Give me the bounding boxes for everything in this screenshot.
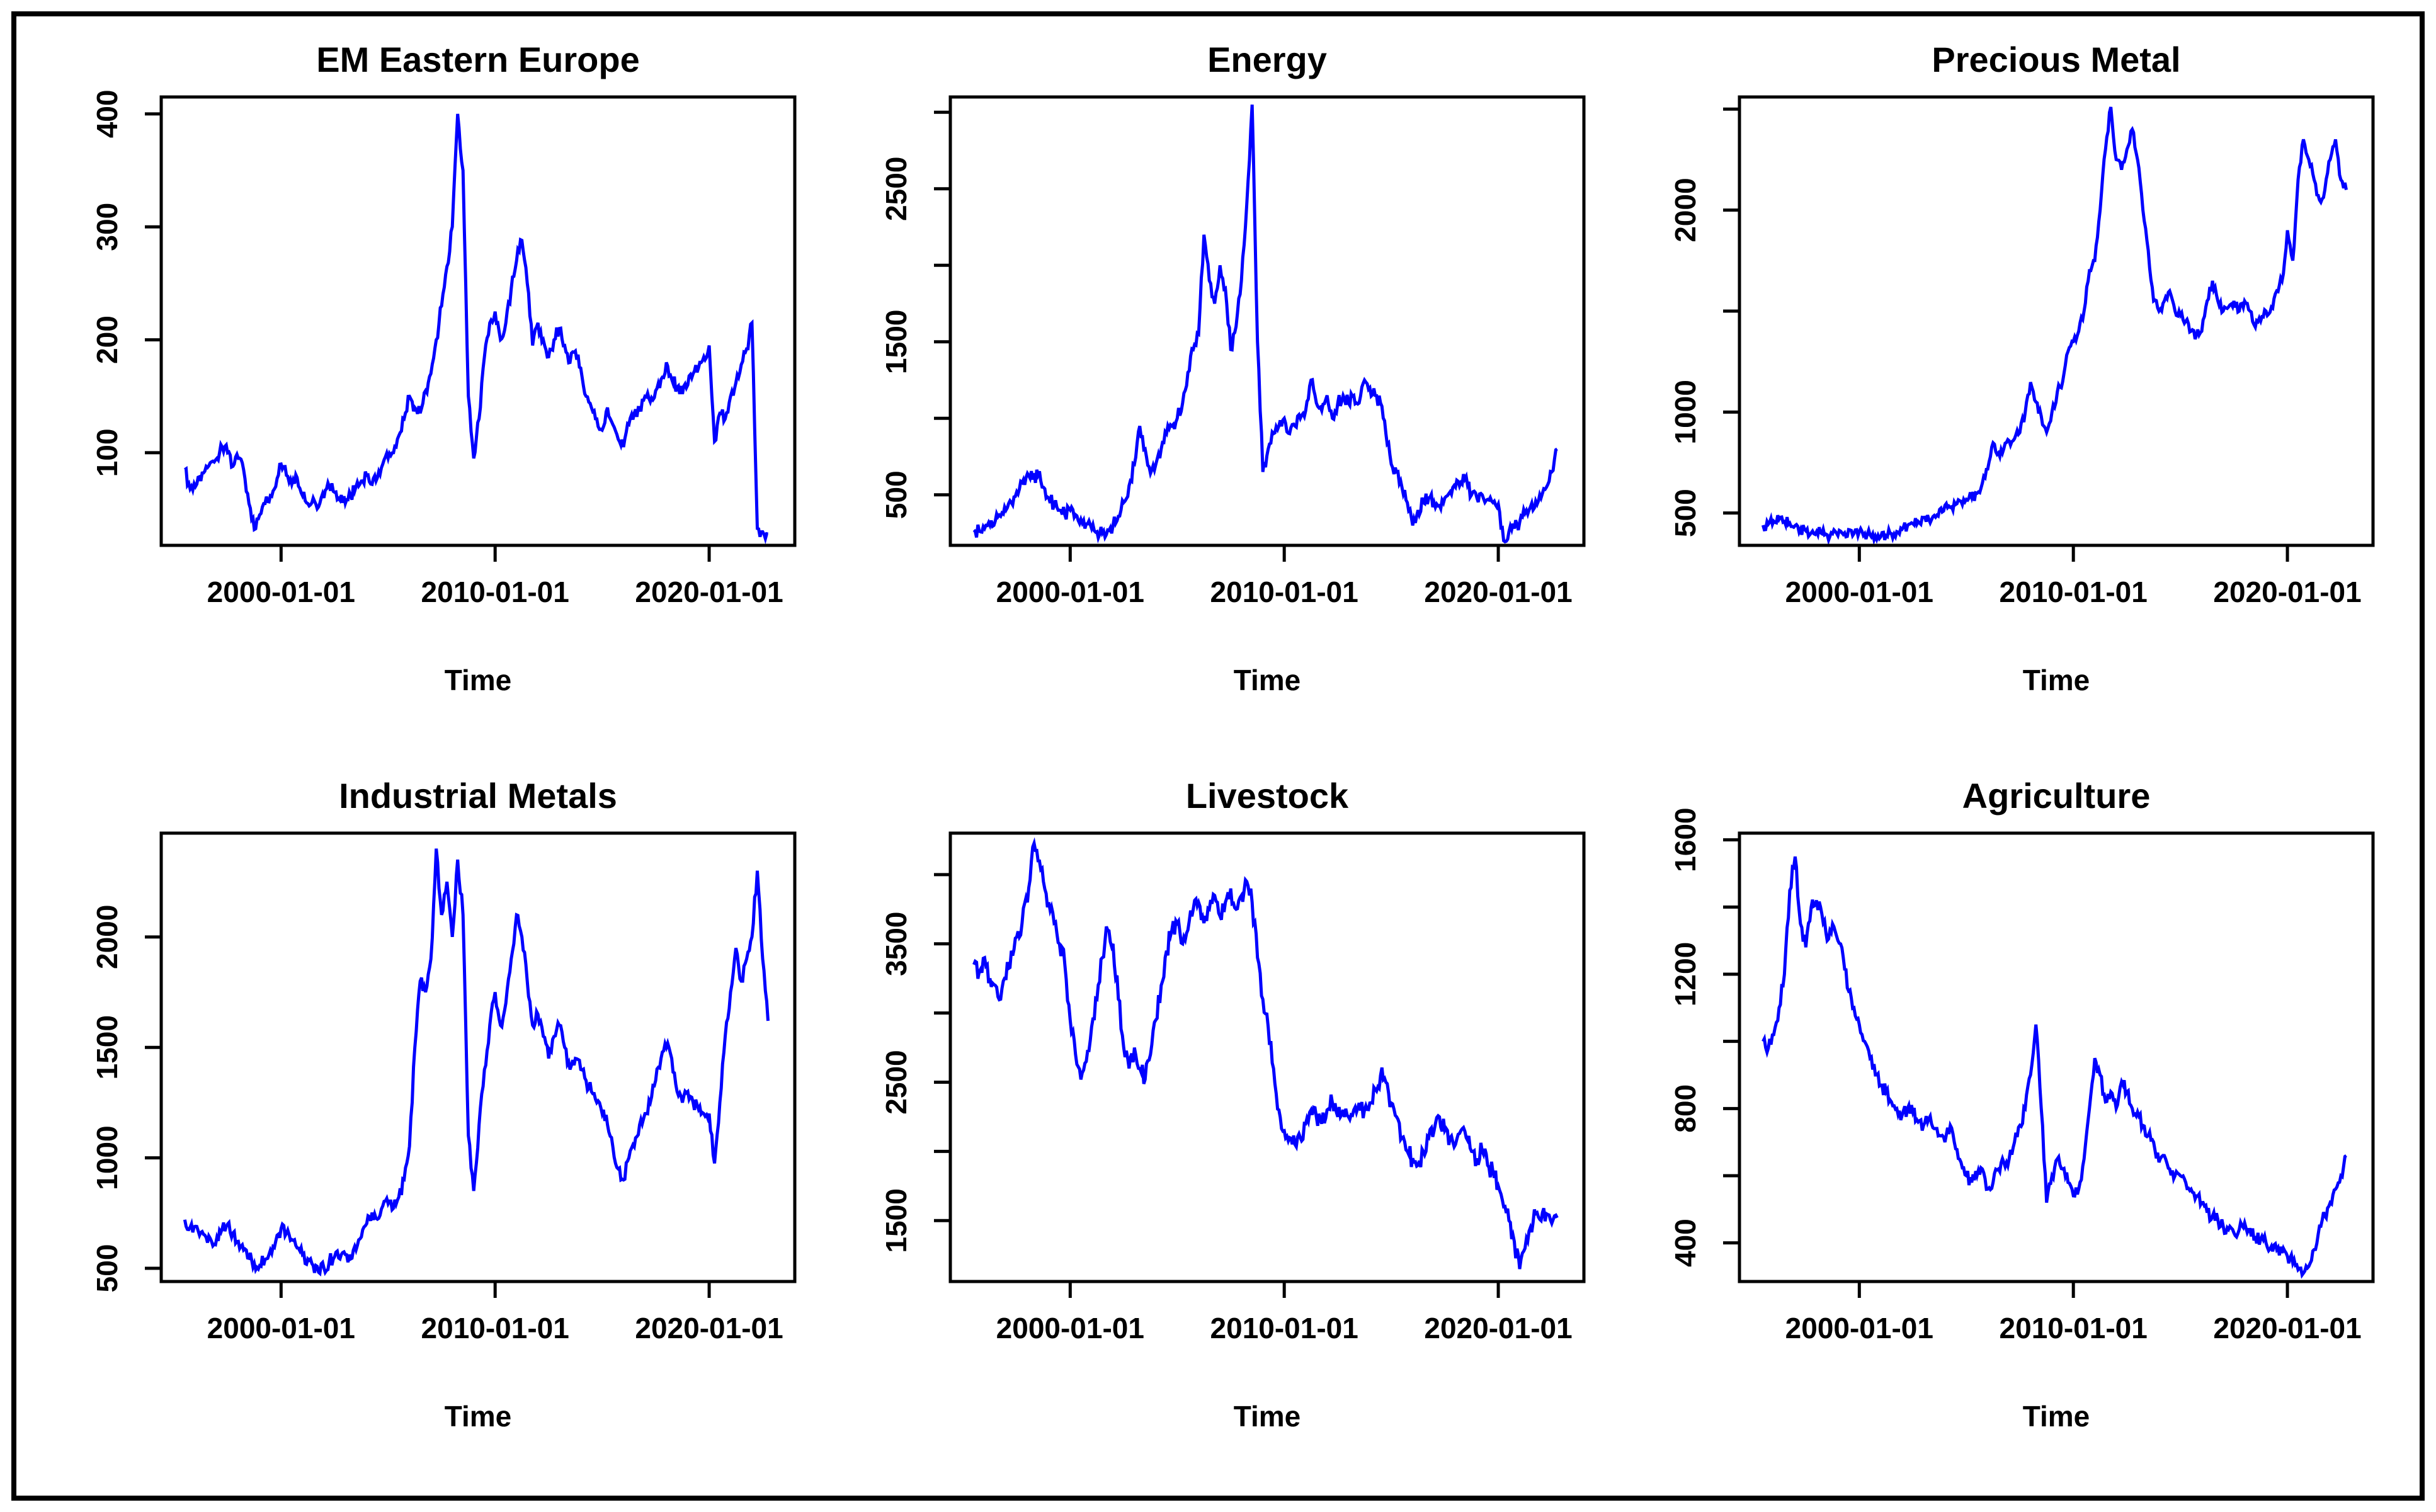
x-axis-label: Time bbox=[1234, 1400, 1301, 1433]
plot-box bbox=[1738, 831, 2375, 1283]
y-tick-label: 1500 bbox=[880, 310, 913, 374]
chart-canvas-agriculture: Agriculture 400 800 1200 1600 2000-01-01 2010… bbox=[1669, 778, 2375, 1433]
x-tick-label: 2010-01-01 bbox=[421, 576, 569, 608]
chart-panel-em-eastern-europe: EM Eastern Europe 100 200 300 400 2000-01-01… bbox=[42, 42, 816, 750]
x-tick-label: 2020-01-01 bbox=[635, 1312, 783, 1344]
chart-panel-precious-metal: Precious Metal 500 1000 2000 2000-01-01 2010… bbox=[1620, 42, 2394, 750]
y-tick-label: 2500 bbox=[880, 1050, 913, 1114]
y-tick-label: 1200 bbox=[1669, 941, 1702, 1006]
y-tick-label: 1000 bbox=[1669, 380, 1702, 444]
y-tick-label: 1500 bbox=[880, 1188, 913, 1253]
y-tick-label: 400 bbox=[1669, 1219, 1702, 1267]
y-tick-label: 500 bbox=[91, 1244, 123, 1292]
chart-canvas-energy: Energy 500 1500 2500 2000-01-01 2010-01-01 20… bbox=[880, 42, 1586, 696]
x-tick-label: 2000-01-01 bbox=[207, 1312, 355, 1344]
chart-canvas-industrial-metals: Industrial Metals 500 1000 1500 2000 2000-01… bbox=[91, 778, 797, 1433]
chart-title: Precious Metal bbox=[1932, 42, 2180, 79]
chart-panel-agriculture: Agriculture 400 800 1200 1600 2000-01-01 2010… bbox=[1620, 778, 2394, 1486]
y-tick-label: 300 bbox=[91, 203, 123, 251]
figure-frame: EM Eastern Europe 100 200 300 400 2000-01-01… bbox=[11, 11, 2425, 1501]
y-tick-label: 400 bbox=[91, 90, 123, 139]
series-line bbox=[1761, 106, 2348, 545]
x-axis-label: Time bbox=[445, 664, 512, 696]
y-tick-label: 100 bbox=[91, 429, 123, 477]
y-tick-label: 2000 bbox=[1669, 178, 1702, 242]
plot-box bbox=[948, 95, 1586, 547]
chart-panel-energy: Energy 500 1500 2500 2000-01-01 2010-01-01 20… bbox=[831, 42, 1605, 750]
x-tick-label: 2000-01-01 bbox=[1785, 1312, 1933, 1344]
plots-grid: EM Eastern Europe 100 200 300 400 2000-01-01… bbox=[16, 16, 2420, 1496]
x-axis-label: Time bbox=[2023, 1400, 2090, 1433]
series-line bbox=[972, 105, 1558, 544]
chart-panel-industrial-metals: Industrial Metals 500 1000 1500 2000 2000-01… bbox=[42, 778, 816, 1486]
chart-canvas-precious-metal: Precious Metal 500 1000 2000 2000-01-01 2010… bbox=[1669, 42, 2375, 696]
x-tick-label: 2020-01-01 bbox=[1424, 576, 1572, 608]
x-tick-label: 2010-01-01 bbox=[2000, 1312, 2148, 1344]
x-tick-label: 2000-01-01 bbox=[207, 576, 355, 608]
y-tick-label: 1600 bbox=[1669, 807, 1702, 872]
plot-box bbox=[159, 831, 797, 1283]
chart-title: Agriculture bbox=[1962, 778, 2151, 816]
x-tick-label: 2010-01-01 bbox=[1210, 576, 1358, 608]
x-tick-label: 2000-01-01 bbox=[996, 576, 1144, 608]
y-tick-label: 2500 bbox=[880, 157, 913, 221]
x-tick-label: 2010-01-01 bbox=[1210, 1312, 1358, 1344]
y-tick-label: 200 bbox=[91, 315, 123, 364]
x-tick-label: 2000-01-01 bbox=[996, 1312, 1144, 1344]
plot-box bbox=[159, 95, 797, 547]
x-axis-label: Time bbox=[1234, 664, 1301, 696]
plot-box bbox=[1738, 95, 2375, 547]
x-tick-label: 2020-01-01 bbox=[2213, 1312, 2361, 1344]
chart-panel-livestock: Livestock 1500 2500 3500 2000-01-01 2010-01-… bbox=[831, 778, 1605, 1486]
series-line bbox=[184, 113, 768, 545]
y-tick-label: 1000 bbox=[91, 1125, 123, 1190]
x-tick-label: 2020-01-01 bbox=[1424, 1312, 1572, 1344]
x-tick-label: 2010-01-01 bbox=[2000, 576, 2148, 608]
y-tick-label: 3500 bbox=[880, 911, 913, 975]
x-tick-label: 2020-01-01 bbox=[635, 576, 783, 608]
chart-title: Energy bbox=[1207, 42, 1327, 79]
chart-title: EM Eastern Europe bbox=[316, 42, 639, 79]
x-axis-label: Time bbox=[2023, 664, 2090, 696]
series-line bbox=[972, 837, 1559, 1270]
plot-box bbox=[948, 831, 1586, 1283]
x-axis-label: Time bbox=[445, 1400, 512, 1433]
chart-title: Livestock bbox=[1186, 778, 1349, 816]
series-line bbox=[183, 848, 770, 1276]
y-tick-label: 500 bbox=[1669, 489, 1702, 537]
chart-canvas-livestock: Livestock 1500 2500 3500 2000-01-01 2010-01-… bbox=[880, 778, 1586, 1433]
x-tick-label: 2010-01-01 bbox=[421, 1312, 569, 1344]
series-line bbox=[1762, 856, 2347, 1279]
chart-canvas-em-eastern-europe: EM Eastern Europe 100 200 300 400 2000-01-01… bbox=[91, 42, 797, 696]
y-tick-label: 800 bbox=[1669, 1084, 1702, 1132]
y-tick-label: 1500 bbox=[91, 1015, 123, 1079]
chart-title: Industrial Metals bbox=[339, 778, 617, 816]
x-tick-label: 2000-01-01 bbox=[1785, 576, 1933, 608]
x-tick-label: 2020-01-01 bbox=[2213, 576, 2361, 608]
y-tick-label: 500 bbox=[880, 470, 913, 519]
y-tick-label: 2000 bbox=[91, 904, 123, 969]
